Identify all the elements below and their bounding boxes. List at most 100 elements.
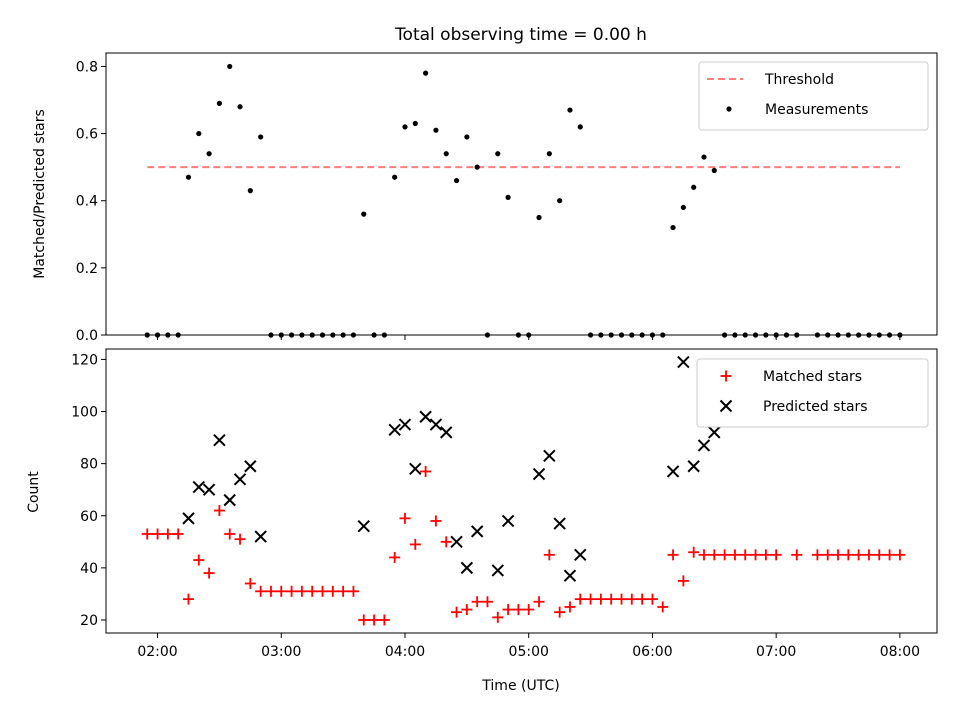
bottom-axes-frame	[105, 348, 938, 634]
predicted-star-point	[574, 548, 587, 562]
predicted-star-point	[563, 569, 577, 582]
predicted-star-point	[213, 433, 226, 447]
matched-star-point	[543, 549, 555, 561]
x-tick-label: 06:00	[632, 644, 672, 660]
matched-star-point	[616, 593, 628, 605]
predicted-star-point	[192, 480, 205, 494]
matched-star-point	[327, 585, 339, 597]
measurement-point	[258, 134, 264, 140]
measurement-point	[691, 184, 697, 190]
predicted-star-point	[666, 465, 680, 478]
legend-label: Measurements	[765, 102, 868, 118]
bottom-y-tick-label: 40	[80, 561, 98, 577]
matched-star-point	[791, 549, 803, 561]
predicted-star-point	[398, 418, 412, 431]
matched-star-point	[760, 549, 772, 561]
predicted-star-point	[543, 449, 556, 463]
predicted-star-point	[409, 462, 422, 476]
matched-star-point	[420, 465, 432, 477]
bottom-y-tick-label: 80	[80, 457, 98, 473]
matched-star-point	[708, 549, 720, 561]
measurement-point	[711, 167, 717, 174]
matched-star-point	[409, 538, 421, 550]
predicted-star-point	[254, 530, 267, 543]
predicted-star-point	[719, 399, 733, 413]
measurement-point	[577, 124, 583, 130]
measurement-point	[423, 70, 429, 76]
measurement-point	[536, 214, 542, 221]
measurement-point	[464, 134, 470, 140]
top-y-tick-label: 0.4	[76, 194, 98, 210]
matched-star-point	[750, 549, 762, 561]
x-tick-label: 02:00	[137, 644, 177, 660]
matched-star-point	[832, 549, 844, 561]
predicted-star-point	[677, 355, 690, 369]
matched-star-point	[554, 606, 566, 618]
measurement-point	[495, 151, 501, 157]
measurement-point	[680, 204, 686, 211]
matched-star-point	[347, 585, 359, 597]
matched-star-point	[213, 505, 225, 517]
legend-label: Threshold	[764, 72, 834, 88]
measurement-point	[247, 188, 253, 194]
legend-label: Matched stars	[763, 369, 862, 385]
predicted-star-point	[460, 561, 474, 575]
matched-star-point	[152, 528, 164, 540]
matched-star-point	[729, 549, 741, 561]
matched-star-point	[811, 549, 823, 561]
matched-star-point	[884, 549, 896, 561]
matched-star-point	[564, 601, 576, 613]
predicted-star-point	[429, 418, 443, 431]
matched-star-point	[471, 596, 483, 608]
bottom-y-ticks: 20 40 60 80 100 120	[71, 352, 106, 629]
measurement-point	[433, 127, 439, 133]
matched-star-point	[770, 549, 782, 561]
measurement-point	[474, 164, 480, 170]
bottom-y-tick-label: 100	[71, 405, 98, 421]
matched-star-point	[595, 593, 607, 605]
top-axes-frame	[105, 52, 938, 336]
matched-star-point	[182, 593, 194, 605]
matched-star-point	[296, 585, 308, 597]
x-tick-label: 07:00	[756, 644, 796, 660]
matched-star-point	[224, 528, 236, 540]
measurement-point	[227, 63, 233, 70]
matched-star-point	[822, 549, 834, 561]
predicted-star-point	[501, 514, 515, 528]
legend-box	[698, 61, 929, 131]
matched-star-point	[842, 549, 854, 561]
predicted-star-point	[202, 483, 216, 496]
predicted-star-point	[491, 564, 504, 577]
matched-star-point	[141, 528, 153, 540]
measurement-point	[237, 104, 243, 110]
matched-star-point	[698, 549, 710, 561]
top-legend: Threshold Measurements	[698, 61, 929, 131]
matched-star-point	[234, 533, 246, 545]
matched-star-point	[378, 614, 390, 626]
measurement-point	[701, 154, 707, 160]
measurement-point	[402, 124, 408, 130]
bottom-y-tick-label: 120	[71, 352, 98, 368]
chart-title: Total observing time = 0.00 h	[394, 25, 647, 45]
measurement-point	[206, 151, 212, 157]
legend-label: Predicted stars	[763, 399, 868, 415]
measurement-point	[670, 224, 676, 231]
matched-star-point	[451, 606, 463, 618]
matched-star-point	[440, 536, 452, 548]
matched-star-point	[358, 614, 370, 626]
measurement-point	[443, 151, 449, 157]
matched-star-point	[719, 549, 731, 561]
predicted-star-point	[697, 439, 711, 452]
measurement-point	[185, 174, 192, 180]
predicted-star-point	[223, 493, 236, 507]
measurement-point	[412, 120, 418, 127]
predicted-star-point	[470, 525, 484, 538]
matched-star-point	[720, 370, 732, 382]
measurement-point	[392, 174, 398, 180]
predicted-star-point	[419, 410, 432, 423]
matched-star-point	[337, 585, 349, 597]
matched-star-point	[286, 585, 298, 597]
matched-star-point	[688, 546, 700, 558]
matched-star-point	[533, 596, 545, 608]
